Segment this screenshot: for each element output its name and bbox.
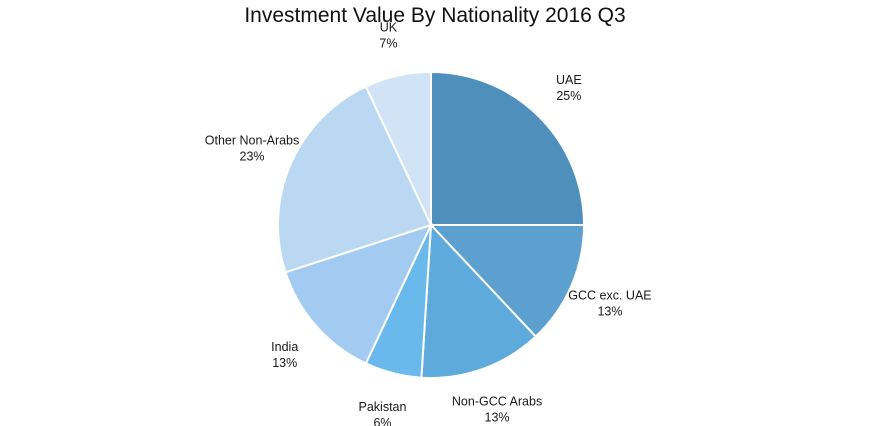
pie-slices [277,70,586,379]
slice-category-label: UAE [556,73,582,87]
pie-slice-uk [364,70,432,226]
slice-value-label: 13% [485,410,510,424]
slice-category-label: UK [380,21,398,35]
pie-slice-gcc-exc-uae [428,224,586,338]
pie-slice-non-gcc-arabs [420,222,538,379]
slice-category-label: Pakistan [359,400,407,414]
slice-value-label: 13% [597,304,622,318]
slice-value-label: 7% [379,37,397,51]
pie-labels: UAE 25% GCC exc. UAE 13% Non-GCC Arabs 13% Pak… [205,21,652,426]
slice-label: India 13% [271,340,298,370]
slice-label: UAE 25% [556,73,582,103]
slice-label: Other Non-Arabs 23% [205,134,299,164]
slice-value-label: 6% [373,416,391,426]
slice-category-label: Non-GCC Arabs [452,394,542,408]
pie-slice-india [284,223,433,365]
slice-category-label: Other Non-Arabs [205,134,299,148]
slice-category-label: India [271,340,298,354]
pie-slice-uae [430,70,586,226]
slice-value-label: 23% [240,150,265,164]
pie-slice-other-non-arabs [277,85,433,274]
slice-value-label: 13% [272,356,297,370]
slice-label: UK 7% [379,21,397,51]
slice-label: GCC exc. UAE 13% [568,288,651,318]
slice-category-label: GCC exc. UAE [568,288,651,302]
chart-title: Investment Value By Nationality 2016 Q3 [244,4,626,27]
slice-value-label: 25% [556,89,581,103]
slice-label: Pakistan 6% [359,400,407,426]
slice-label: Non-GCC Arabs 13% [452,394,542,424]
